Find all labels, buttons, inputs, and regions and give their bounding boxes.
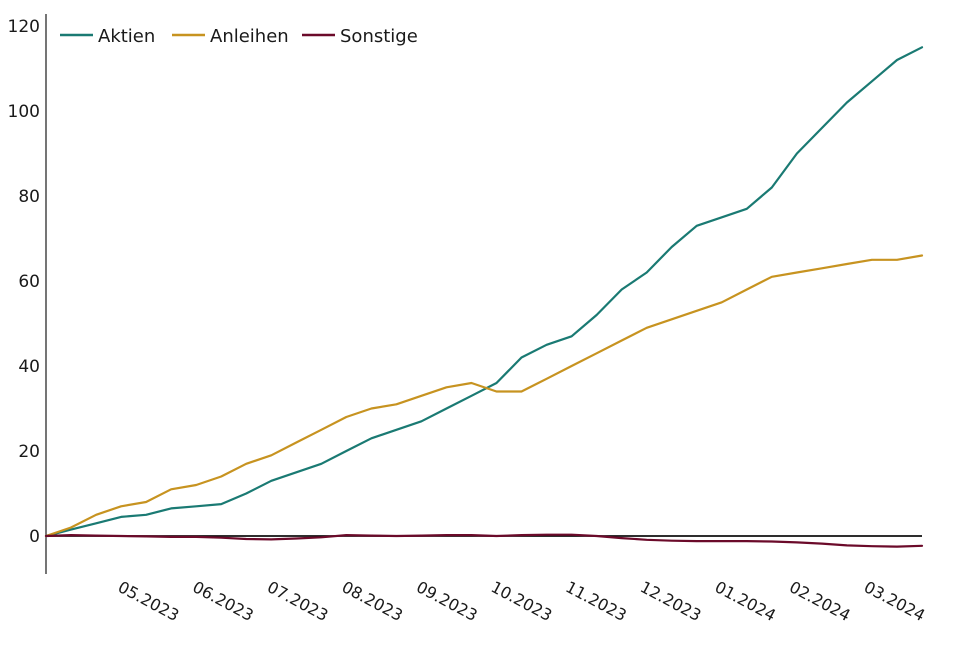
x-tick-label: 02.2024 [786, 577, 853, 625]
x-tick-label: 11.2023 [563, 577, 630, 625]
x-tick-label: 01.2024 [712, 577, 779, 625]
x-tick-label: 08.2023 [339, 577, 406, 625]
legend-item-anleihen: Anleihen [172, 26, 289, 47]
legend-item-aktien: Aktien [60, 26, 155, 47]
x-tick-label: 12.2023 [637, 577, 704, 625]
x-tick-label: 10.2023 [488, 577, 555, 625]
legend-label: Anleihen [210, 26, 289, 47]
x-tick-label: 06.2023 [190, 577, 257, 625]
x-tick-label: 03.2024 [861, 577, 928, 625]
y-tick-label: 20 [18, 442, 40, 462]
axes: 0 20 40 60 80 100 120 05.2023 06.2023 07.2023 08.2… [8, 14, 928, 625]
x-tick-label: 07.2023 [264, 577, 331, 625]
legend-item-sonstige: Sonstige [302, 26, 418, 47]
y-tick-label: 120 [8, 17, 40, 37]
series-lines [44, 46, 924, 548]
y-tick-label: 40 [18, 357, 40, 377]
series-line-anleihen [44, 254, 924, 538]
y-tick-label: 60 [18, 272, 40, 292]
legend-label: Aktien [98, 26, 155, 47]
x-tick-label: 05.2023 [115, 577, 182, 625]
legend: Aktien Anleihen Sonstige [60, 26, 418, 47]
y-tick-label: 0 [29, 527, 40, 547]
x-tick-label: 09.2023 [413, 577, 480, 625]
y-tick-label: 80 [18, 187, 40, 207]
legend-label: Sonstige [340, 26, 418, 47]
y-tick-label: 100 [8, 102, 40, 122]
series-line-sonstige [44, 533, 924, 548]
series-line-aktien [44, 46, 924, 538]
